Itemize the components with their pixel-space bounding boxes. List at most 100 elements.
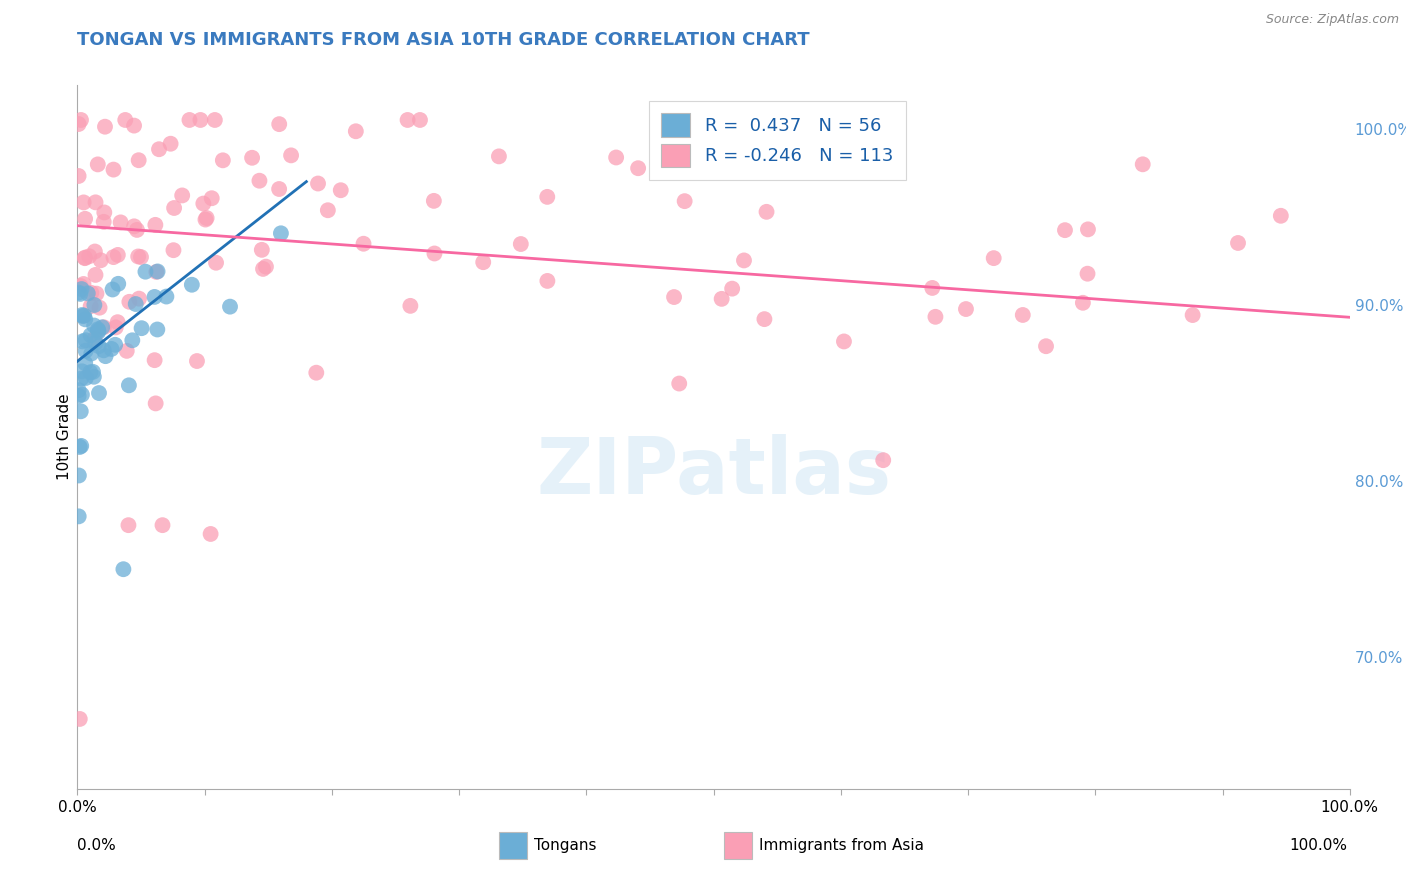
Point	[162, 243, 184, 257]
Point	[1270, 209, 1292, 223]
Point	[77, 249, 100, 263]
Point	[104, 320, 127, 334]
Point	[146, 322, 169, 336]
Point	[423, 194, 446, 208]
Point	[125, 297, 148, 311]
Point	[87, 157, 110, 171]
Point	[69, 712, 91, 726]
Point	[134, 265, 156, 279]
Point	[79, 365, 101, 379]
Point	[67, 468, 90, 483]
Point	[472, 255, 495, 269]
Point	[329, 183, 352, 197]
Point	[423, 246, 446, 260]
Text: 100.0%: 100.0%	[1289, 838, 1347, 853]
Point	[117, 518, 139, 533]
Point	[754, 312, 776, 326]
Point	[110, 215, 132, 229]
Y-axis label: 10th Grade: 10th Grade	[56, 393, 72, 481]
Point	[307, 177, 329, 191]
Point	[75, 371, 97, 385]
Point	[84, 195, 107, 210]
Point	[250, 243, 273, 257]
Point	[205, 256, 228, 270]
Point	[127, 250, 149, 264]
Point	[70, 113, 93, 128]
Point	[72, 309, 94, 323]
Point	[73, 251, 96, 265]
Point	[75, 343, 97, 358]
Point	[87, 324, 110, 338]
Point	[70, 308, 93, 322]
Point	[152, 518, 174, 533]
Point	[186, 354, 208, 368]
Point	[69, 440, 91, 454]
Point	[143, 218, 166, 232]
Point	[128, 153, 150, 168]
Point	[118, 294, 141, 309]
Point	[145, 396, 167, 410]
Point	[83, 244, 105, 259]
Point	[83, 369, 105, 384]
Point	[84, 268, 107, 282]
Point	[1132, 157, 1154, 171]
Point	[73, 309, 96, 323]
Point	[69, 279, 91, 293]
Point	[269, 182, 291, 196]
Point	[353, 236, 375, 251]
Point	[921, 281, 943, 295]
Point	[103, 250, 125, 264]
Text: Source: ZipAtlas.com: Source: ZipAtlas.com	[1265, 13, 1399, 27]
Point	[67, 285, 90, 300]
Point	[179, 113, 201, 128]
Point	[89, 301, 111, 315]
Point	[1227, 235, 1250, 250]
Point	[180, 277, 202, 292]
Point	[194, 212, 217, 227]
Point	[125, 223, 148, 237]
Point	[87, 339, 110, 353]
Point	[83, 318, 105, 333]
Point	[488, 149, 510, 163]
Point	[193, 196, 215, 211]
Point	[67, 509, 90, 524]
Point	[115, 343, 138, 358]
Point	[396, 113, 419, 128]
Text: Tongans: Tongans	[534, 838, 596, 853]
Point	[1035, 339, 1057, 353]
Point	[72, 277, 94, 291]
Point	[1076, 267, 1098, 281]
Point	[721, 282, 744, 296]
Point	[280, 148, 302, 162]
Point	[104, 338, 127, 352]
Text: ZIPatlas: ZIPatlas	[536, 434, 891, 510]
Point	[79, 299, 101, 313]
Point	[107, 315, 129, 329]
Point	[87, 386, 110, 401]
Point	[75, 333, 97, 347]
Point	[101, 283, 124, 297]
Point	[80, 285, 103, 300]
Point	[112, 562, 135, 576]
Point	[67, 389, 90, 403]
Point	[67, 117, 90, 131]
Point	[733, 253, 755, 268]
Point	[70, 371, 93, 385]
Point	[129, 250, 152, 264]
Point	[72, 334, 94, 349]
Point	[90, 253, 112, 268]
Point	[200, 527, 222, 541]
Point	[240, 151, 263, 165]
Point	[146, 264, 169, 278]
Point	[70, 387, 93, 401]
Point	[100, 342, 122, 356]
Point	[86, 286, 108, 301]
Point	[75, 312, 97, 326]
Point	[122, 119, 145, 133]
Point	[122, 219, 145, 234]
Point	[249, 174, 271, 188]
Point	[983, 251, 1005, 265]
Point	[1011, 308, 1033, 322]
Point	[70, 439, 93, 453]
Point	[662, 290, 685, 304]
